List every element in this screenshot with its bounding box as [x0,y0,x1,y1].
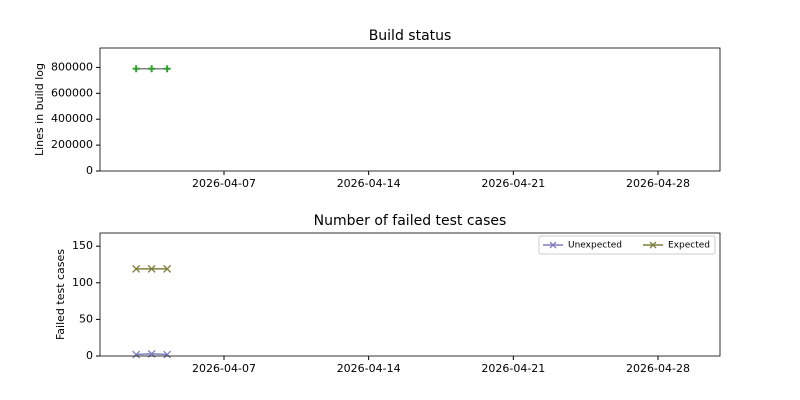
y-tick-label: 150 [72,239,93,252]
x-tick-label: 2026-04-28 [626,177,690,190]
x-tick-label: 2026-04-07 [192,362,256,375]
y-tick-label: 200000 [51,138,93,151]
y-tick-label: 100 [72,276,93,289]
axes-frame [99,232,721,357]
marker [163,264,172,273]
legend-label: Expected [668,241,710,251]
x-tick-label: 2026-04-07 [192,177,256,190]
x-tick-label: 2026-04-14 [337,362,401,375]
chart-title: Number of failed test cases [314,213,507,229]
y-axis-label: Lines in build log [33,63,46,156]
legend [538,235,716,255]
axes-frame [99,47,721,172]
marker [132,264,141,273]
y-tick-label: 800000 [51,60,93,73]
marker [163,65,171,73]
y-tick-label: 600000 [51,86,93,99]
legend-marker [649,241,657,249]
marker [163,350,172,359]
y-tick-label: 50 [79,312,93,325]
x-tick-label: 2026-04-21 [481,177,545,190]
x-tick-label: 2026-04-21 [481,362,545,375]
legend-label: Unexpected [568,241,622,251]
x-tick-label: 2026-04-28 [626,362,690,375]
marker [148,65,156,73]
y-tick-label: 0 [86,164,93,177]
marker [132,350,141,359]
legend-marker [549,241,557,249]
y-tick-label: 0 [86,349,93,362]
x-tick-label: 2026-04-14 [337,177,401,190]
y-tick-label: 400000 [51,112,93,125]
chart-title: Build status [369,28,452,44]
y-axis-label: Failed test cases [54,249,67,340]
marker [132,65,140,73]
marker [147,264,156,273]
